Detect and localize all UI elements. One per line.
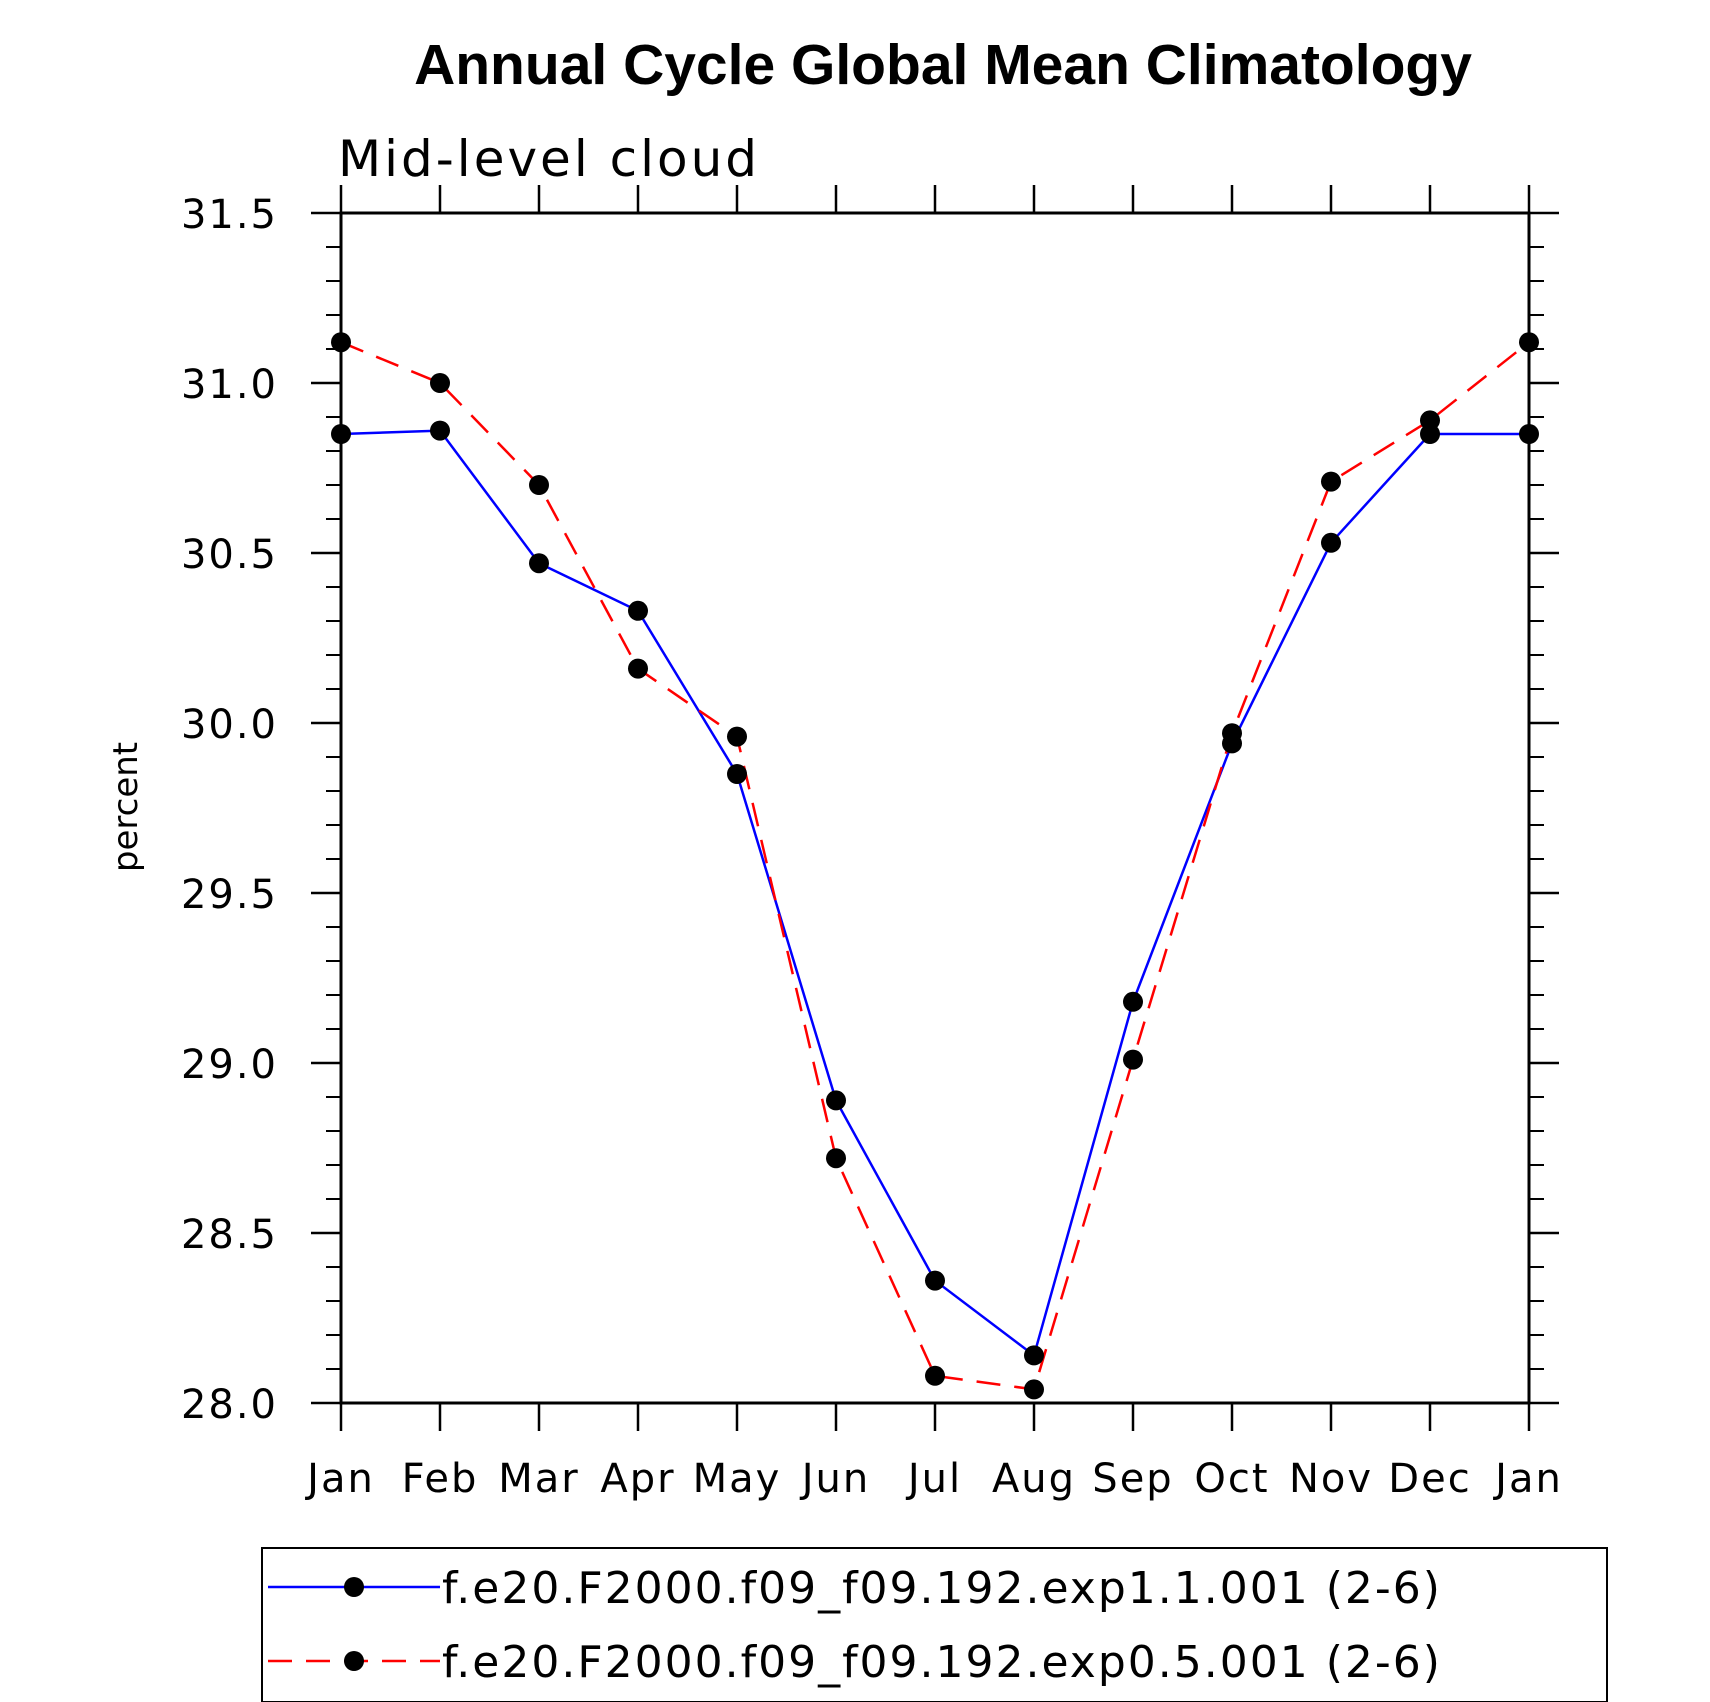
plot-markers xyxy=(331,332,1539,1400)
x-tick-label: Aug xyxy=(992,1456,1076,1502)
x-tick-label: Jun xyxy=(799,1456,871,1502)
plot-series xyxy=(340,341,1530,1391)
y-tick-label: 30.0 xyxy=(181,702,278,748)
series-1-point xyxy=(430,420,450,441)
x-tick-label: Feb xyxy=(402,1456,479,1502)
x-tick-label: Nov xyxy=(1289,1456,1373,1502)
series-2-point xyxy=(529,475,549,495)
x-tick-label: Sep xyxy=(1092,1456,1173,1502)
x-tick-labels: Jan Feb Mar Apr May Jun Jul Aug Sep Oct Nov Dec Jan xyxy=(304,1456,1563,1502)
series-1-point xyxy=(826,1090,846,1111)
legend-marker-2 xyxy=(344,1651,364,1671)
y-axis-label: percent xyxy=(106,742,146,872)
series-2-point xyxy=(1123,1049,1143,1070)
series-1-point xyxy=(1123,991,1143,1012)
y-tick-label: 31.5 xyxy=(181,192,278,238)
legend: f.e20.F2000.f09_f09.192.exp1.1.001 (2-6)… xyxy=(261,1547,1608,1702)
legend-box xyxy=(261,1547,1608,1702)
series-2-point xyxy=(628,658,648,679)
y-tick-label: 28.0 xyxy=(181,1382,278,1428)
x-tick-label: Dec xyxy=(1388,1456,1471,1502)
legend-label-2: f.e20.F2000.f09_f09.192.exp0.5.001 (2-6) xyxy=(442,1637,1442,1688)
series-2-point xyxy=(727,726,747,747)
y-tick-label: 28.5 xyxy=(181,1212,278,1258)
x-tick-label: Oct xyxy=(1194,1456,1269,1502)
series-1-point xyxy=(727,764,747,784)
y-tick-label: 29.0 xyxy=(181,1042,278,1088)
legend-label-1: f.e20.F2000.f09_f09.192.exp1.1.001 (2-6) xyxy=(442,1563,1442,1614)
x-tick-label: Jul xyxy=(905,1456,962,1502)
axis-ticks xyxy=(311,185,1559,1431)
x-tick-label: May xyxy=(693,1456,782,1502)
series-2-point xyxy=(826,1148,846,1169)
series-line-2 xyxy=(340,341,1530,1391)
series-2-point xyxy=(1222,723,1242,744)
series-2-point xyxy=(430,373,450,393)
x-tick-label: Apr xyxy=(600,1456,675,1502)
legend-marker-1 xyxy=(344,1577,364,1597)
series-2-point xyxy=(1024,1379,1044,1400)
y-tick-label: 30.5 xyxy=(181,532,278,578)
chart-title: Annual Cycle Global Mean Climatology xyxy=(414,33,1472,97)
y-tick-label: 31.0 xyxy=(181,362,278,408)
plot-area-frame xyxy=(339,211,1531,1405)
chart-subtitle: Mid-level cloud xyxy=(338,130,760,188)
x-tick-label: Mar xyxy=(498,1456,579,1502)
x-tick-label: Jan xyxy=(1492,1456,1563,1502)
series-1-point xyxy=(925,1270,945,1291)
y-tick-label: 29.5 xyxy=(181,872,278,918)
series-1-point xyxy=(628,600,648,621)
series-2-point xyxy=(1321,471,1341,492)
series-1-point xyxy=(529,553,549,574)
x-tick-label: Jan xyxy=(304,1456,375,1502)
series-1-point xyxy=(1024,1345,1044,1366)
series-2-point xyxy=(925,1365,945,1386)
legend-entries: f.e20.F2000.f09_f09.192.exp1.1.001 (2-6)… xyxy=(268,1563,1442,1688)
y-tick-labels: 28.0 28.5 29.0 29.5 30.0 30.5 31.0 31.5 xyxy=(181,192,278,1428)
series-line-1 xyxy=(340,429,1529,1358)
series-1-point xyxy=(1321,532,1341,553)
series-2-point xyxy=(1420,410,1440,431)
